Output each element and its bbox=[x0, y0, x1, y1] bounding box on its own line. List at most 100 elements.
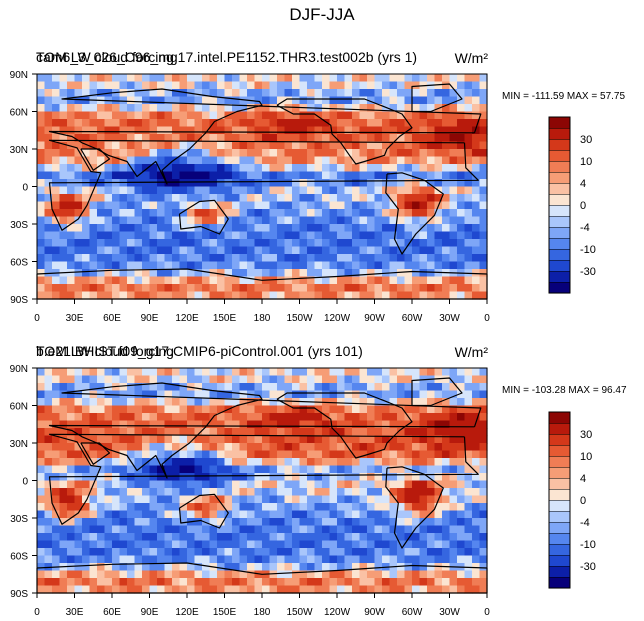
heatmap-cell bbox=[299, 96, 308, 105]
heatmap-cell bbox=[284, 390, 293, 399]
heatmap-cell bbox=[412, 405, 421, 414]
heatmap-cell bbox=[217, 149, 226, 158]
colorbar-tick-label: 10 bbox=[580, 451, 592, 463]
heatmap-cell bbox=[329, 495, 338, 504]
heatmap-cell bbox=[247, 171, 256, 180]
heatmap-cell bbox=[352, 443, 361, 452]
heatmap-cell bbox=[434, 383, 443, 392]
heatmap-cell bbox=[104, 488, 113, 497]
heatmap-cell bbox=[52, 96, 61, 105]
heatmap-cell bbox=[382, 533, 391, 542]
heatmap-cell bbox=[67, 443, 76, 452]
heatmap-cell bbox=[419, 194, 428, 203]
heatmap-cell bbox=[247, 525, 256, 534]
heatmap-cell bbox=[284, 149, 293, 158]
heatmap-cell bbox=[419, 585, 428, 594]
heatmap-cell bbox=[209, 525, 218, 534]
heatmap-cell bbox=[329, 81, 338, 90]
heatmap-cell bbox=[97, 368, 106, 377]
heatmap-cell bbox=[434, 156, 443, 165]
panel-title-overlap: b.e21.BHIST.f09_g17.CMIP6-piControl.001 … bbox=[36, 343, 363, 359]
heatmap-cell bbox=[397, 119, 406, 128]
heatmap-cell bbox=[389, 398, 398, 407]
heatmap-cell bbox=[299, 368, 308, 377]
heatmap-cell bbox=[307, 164, 316, 173]
heatmap-cell bbox=[322, 578, 331, 587]
heatmap-cell bbox=[359, 405, 368, 414]
heatmap-cell bbox=[44, 480, 53, 489]
heatmap-cell bbox=[359, 578, 368, 587]
heatmap-cell bbox=[352, 126, 361, 135]
heatmap-cell bbox=[179, 555, 188, 564]
heatmap-cell bbox=[172, 458, 181, 467]
heatmap-cell bbox=[479, 96, 488, 105]
heatmap-cell bbox=[389, 473, 398, 482]
heatmap-cell bbox=[254, 428, 263, 437]
heatmap-cell bbox=[89, 458, 98, 467]
heatmap-cell bbox=[209, 209, 218, 218]
heatmap-cell bbox=[179, 96, 188, 105]
x-tick-label: 0 bbox=[484, 607, 490, 618]
heatmap-cell bbox=[224, 186, 233, 195]
heatmap-cell bbox=[449, 368, 458, 377]
heatmap-cell bbox=[374, 231, 383, 240]
heatmap-cell bbox=[374, 291, 383, 300]
heatmap-cell bbox=[232, 201, 241, 210]
heatmap-cell bbox=[134, 375, 143, 384]
heatmap-cell bbox=[254, 368, 263, 377]
heatmap-cell bbox=[89, 585, 98, 594]
heatmap-cell bbox=[164, 261, 173, 270]
heatmap-cell bbox=[277, 201, 286, 210]
heatmap-cell bbox=[344, 398, 353, 407]
heatmap-cell bbox=[299, 224, 308, 233]
heatmap-cell bbox=[89, 383, 98, 392]
heatmap-cell bbox=[479, 413, 488, 422]
heatmap-cell bbox=[179, 570, 188, 579]
heatmap-cell bbox=[374, 533, 383, 542]
heatmap-cell bbox=[164, 578, 173, 587]
heatmap-cell bbox=[434, 119, 443, 128]
heatmap-cell bbox=[397, 269, 406, 278]
heatmap-cell bbox=[74, 435, 83, 444]
heatmap-cell bbox=[329, 585, 338, 594]
heatmap-cell bbox=[127, 141, 136, 150]
heatmap-cell bbox=[277, 119, 286, 128]
heatmap-cell bbox=[359, 420, 368, 429]
heatmap-cell bbox=[299, 194, 308, 203]
heatmap-cell bbox=[412, 458, 421, 467]
heatmap-cell bbox=[382, 585, 391, 594]
heatmap-cell bbox=[172, 224, 181, 233]
heatmap-cell bbox=[247, 555, 256, 564]
heatmap-cell bbox=[202, 480, 211, 489]
heatmap-cell bbox=[134, 368, 143, 377]
heatmap-cell bbox=[292, 458, 301, 467]
heatmap-cell bbox=[464, 179, 473, 188]
heatmap-cell bbox=[74, 570, 83, 579]
y-tick-label: 0 bbox=[22, 477, 28, 488]
heatmap-cell bbox=[74, 510, 83, 519]
heatmap-cell bbox=[97, 186, 106, 195]
heatmap-cell bbox=[157, 398, 166, 407]
heatmap-cell bbox=[247, 194, 256, 203]
heatmap-cell bbox=[202, 149, 211, 158]
heatmap-cell bbox=[149, 239, 158, 248]
heatmap-cell bbox=[337, 368, 346, 377]
colorbar-swatch bbox=[548, 455, 571, 468]
heatmap-cell bbox=[284, 563, 293, 572]
heatmap-cell bbox=[464, 81, 473, 90]
heatmap-cell bbox=[67, 488, 76, 497]
heatmap-cell bbox=[359, 239, 368, 248]
heatmap-cell bbox=[247, 81, 256, 90]
heatmap-cell bbox=[397, 201, 406, 210]
heatmap-cell bbox=[67, 450, 76, 459]
heatmap-cell bbox=[209, 488, 218, 497]
heatmap-cell bbox=[37, 284, 46, 293]
heatmap-cell bbox=[277, 473, 286, 482]
heatmap-cell bbox=[464, 216, 473, 225]
heatmap-cell bbox=[472, 156, 481, 165]
heatmap-cell bbox=[127, 126, 136, 135]
heatmap-cell bbox=[314, 216, 323, 225]
heatmap-cell bbox=[389, 216, 398, 225]
heatmap-cell bbox=[449, 209, 458, 218]
